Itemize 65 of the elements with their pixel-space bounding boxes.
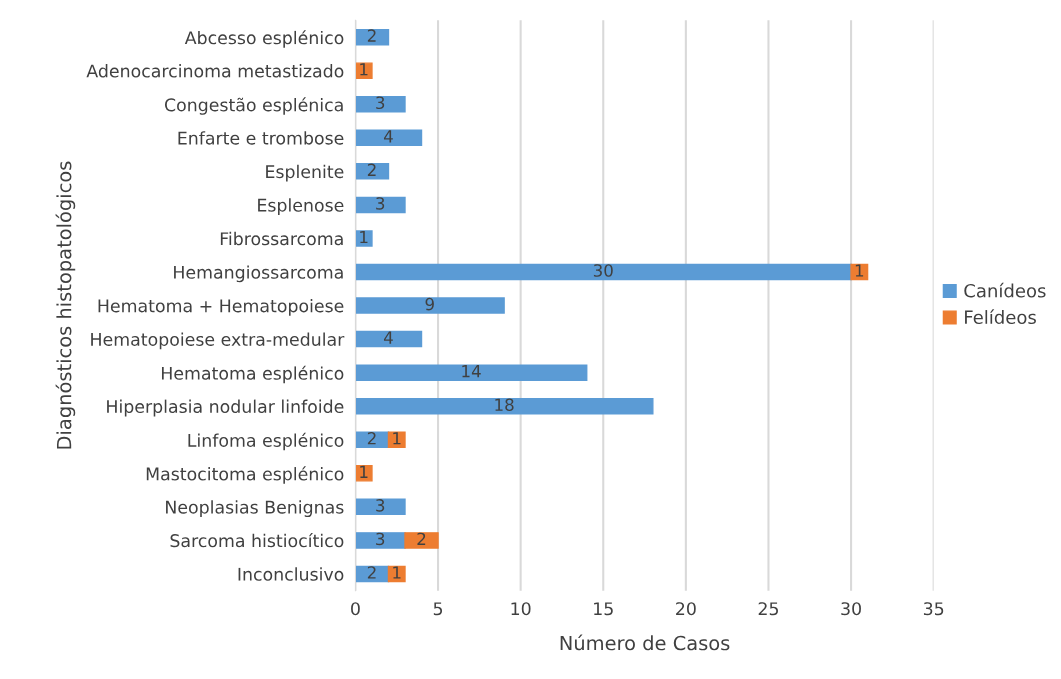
bar: [355, 163, 390, 180]
bar: [355, 263, 852, 281]
bar: [355, 498, 406, 516]
bar: [355, 297, 505, 314]
data-label: 1: [393, 432, 401, 445]
legend-label: Felídeos: [965, 309, 1036, 325]
x-tick-label: 20: [676, 602, 696, 616]
bar: [355, 330, 423, 348]
bar: [404, 532, 439, 549]
bar: [355, 465, 373, 482]
x-tick-label: 5: [433, 602, 443, 616]
bar: [355, 230, 373, 247]
y-tick-label: Enfarte e trombose: [178, 131, 344, 145]
bar: [355, 397, 654, 415]
y-tick-label: Sarcoma histiocítico: [170, 533, 344, 548]
data-label: 2: [417, 532, 426, 545]
x-axis-title: Número de Casos: [560, 634, 730, 651]
y-axis-title: Diagnósticos histopatológicos: [55, 161, 76, 449]
x-tick-label: 30: [841, 602, 861, 616]
y-tick-label: Adenocarcinoma metastizado: [86, 64, 344, 78]
y-tick-label: Fibrossarcoma: [220, 231, 343, 246]
data-label: 4: [383, 331, 393, 344]
y-tick-label: Congestão esplénica: [164, 97, 343, 115]
y-tick-label: Esplenite: [266, 164, 344, 182]
x-tick-label: 35: [923, 602, 944, 616]
data-label: 4: [383, 130, 393, 143]
data-label: 1: [360, 63, 368, 76]
y-tick-label: Neoplasias Benignas: [166, 500, 344, 518]
bar: [355, 96, 406, 113]
data-label: 9: [425, 297, 434, 311]
data-label: 3: [376, 532, 385, 546]
data-label: 2: [367, 431, 376, 445]
data-label: 18: [495, 398, 514, 412]
data-label: 2: [367, 163, 376, 176]
y-tick-label: Mastocitoma esplénico: [146, 466, 344, 484]
y-tick-label: Hematoma + Hematopoiese: [98, 298, 344, 316]
data-label: 3: [376, 96, 385, 110]
data-label: 3: [376, 499, 385, 512]
x-tick-label: 10: [511, 602, 531, 616]
bar: [355, 364, 588, 381]
bar: [355, 532, 406, 549]
data-label: 2: [367, 29, 376, 42]
y-tick-label: Abcesso esplénico: [184, 30, 344, 48]
x-tick-label: 15: [594, 602, 613, 616]
data-label: 1: [360, 465, 368, 478]
y-tick-label: Inconclusivo: [238, 567, 344, 581]
bar: [355, 129, 423, 147]
y-tick-label: Hiperplasia nodular linfoide: [107, 399, 344, 417]
y-tick-label: Hemangiossarcoma: [174, 265, 343, 283]
data-label: 14: [462, 365, 481, 378]
y-tick-label: Hematopoiese extra-medular: [91, 332, 345, 350]
y-tick-label: Esplenose: [258, 198, 344, 216]
data-label: 2: [367, 566, 376, 579]
bar: [355, 62, 373, 79]
bar: [355, 196, 406, 214]
x-tick-label: 25: [758, 602, 778, 616]
data-label: 1: [360, 230, 368, 244]
data-label: 1: [855, 264, 864, 277]
data-label: 3: [376, 197, 385, 210]
x-tick-label: 0: [351, 602, 360, 616]
y-tick-label: Hematoma esplénico: [161, 365, 344, 384]
data-label: 1: [393, 566, 401, 579]
legend-label: Canídeos: [964, 282, 1046, 298]
data-label: 30: [593, 264, 613, 277]
y-tick-label: Linfoma esplénico: [188, 432, 344, 451]
